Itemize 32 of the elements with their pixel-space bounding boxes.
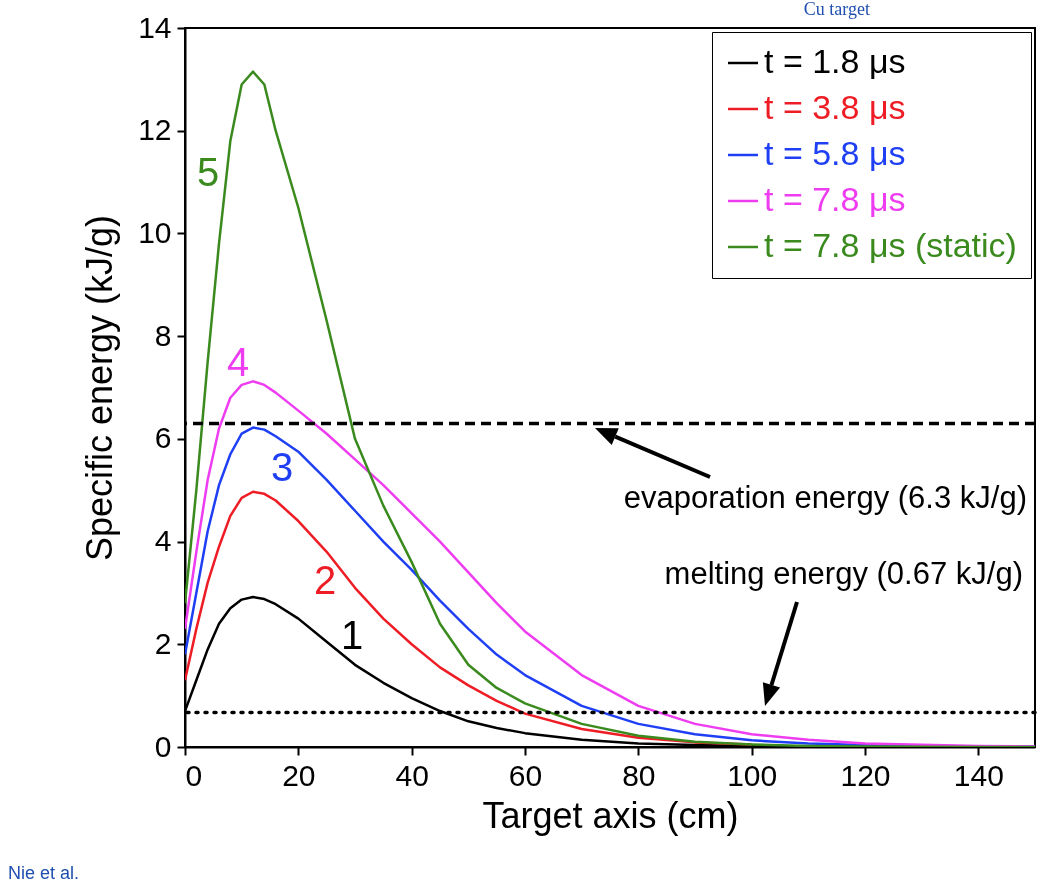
x-tick-label: 100 <box>727 758 778 792</box>
y-tick-label: 8 <box>154 318 172 352</box>
annotation: 2 <box>314 558 337 602</box>
text: Cu target <box>803 0 870 19</box>
annotation: evaporation energy (6.3 kJ/g) <box>623 480 1027 515</box>
x-tick-label: 60 <box>508 758 543 792</box>
y-tick-label: 2 <box>154 626 172 660</box>
y-tick-label: 4 <box>154 524 172 558</box>
legend-label: t = 5.8 μs <box>764 134 906 172</box>
annotation: 1 <box>341 613 364 657</box>
text: Nie et al. <box>8 863 80 883</box>
legend-label: t = 3.8 μs <box>764 88 906 126</box>
y-tick-label: 10 <box>138 215 172 249</box>
x-tick-label: 80 <box>622 758 656 792</box>
x-tick-label: 120 <box>840 758 891 792</box>
x-tick-label: 40 <box>395 758 429 792</box>
legend-label: t = 7.8 μs (static) <box>764 226 1017 264</box>
annotation: 5 <box>197 150 220 194</box>
legend-label: t = 7.8 μs <box>764 180 906 218</box>
annotation: 3 <box>271 445 294 489</box>
annotation: 4 <box>227 340 250 384</box>
y-axis-title: Specific energy (kJ/g) <box>79 214 121 562</box>
x-tick-label: 0 <box>185 758 203 792</box>
y-tick-label: 14 <box>138 10 172 44</box>
y-tick-label: 0 <box>154 729 172 763</box>
x-axis-title: Target axis (cm) <box>482 794 739 836</box>
legend-label: t = 1.8 μs <box>764 42 906 80</box>
x-tick-label: 140 <box>953 758 1004 792</box>
x-tick-label: 20 <box>282 758 316 792</box>
y-tick-label: 12 <box>138 113 172 147</box>
y-tick-label: 6 <box>154 421 172 455</box>
annotation: melting energy (0.67 kJ/g) <box>664 556 1023 591</box>
